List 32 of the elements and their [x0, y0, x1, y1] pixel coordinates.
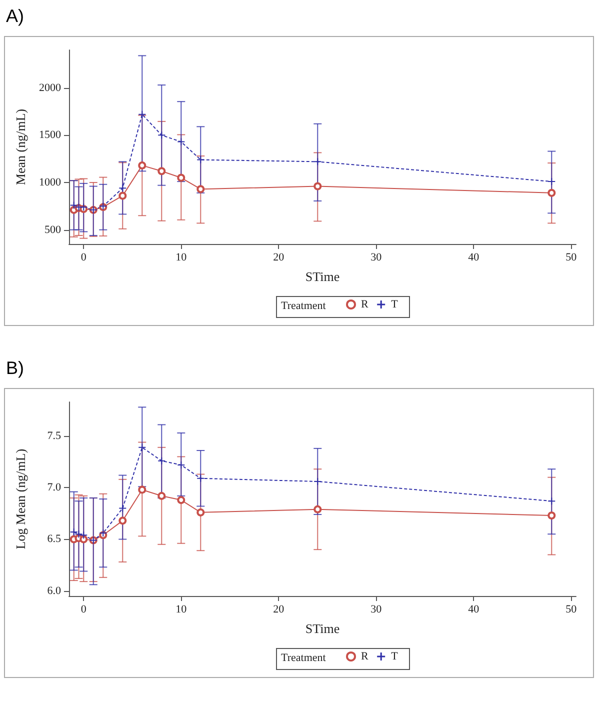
legend-label: T — [390, 298, 398, 310]
x-tick-label: 20 — [272, 251, 284, 263]
y-tick-label: 2000 — [38, 81, 61, 94]
x-tick-label: 10 — [175, 251, 187, 263]
x-tick-label: 10 — [175, 603, 187, 615]
legend-title: Treatment — [281, 300, 326, 312]
x-tick-label: 50 — [565, 603, 577, 615]
y-tick-label: 7.0 — [46, 481, 61, 494]
legend-label: T — [390, 650, 398, 662]
x-tick-label: 40 — [468, 251, 480, 263]
x-axis-title: STime — [304, 268, 340, 284]
y-tick-label: 6.0 — [46, 584, 61, 596]
y-tick-label: 6.5 — [46, 532, 61, 545]
x-tick-label: 30 — [370, 603, 382, 615]
x-axis-title: STime — [304, 620, 340, 636]
y-tick-label: 1000 — [38, 176, 61, 188]
x-tick-label: 50 — [565, 251, 577, 263]
chart-title: B) — [6, 358, 24, 379]
y-tick-label: 7.5 — [46, 430, 61, 442]
y-tick-label: 1500 — [38, 128, 61, 141]
x-tick-label: 0 — [80, 251, 86, 263]
x-tick-label: 40 — [468, 603, 480, 615]
y-axis-title: Log Mean (ng/mL) — [12, 448, 28, 549]
y-tick-label: 500 — [44, 223, 61, 236]
legend-title: Treatment — [281, 652, 326, 664]
chart-title: A) — [6, 6, 24, 27]
legend-label: R — [360, 298, 368, 310]
x-tick-label: 30 — [370, 251, 382, 263]
x-tick-label: 20 — [272, 603, 284, 615]
y-axis-title: Mean (ng/mL) — [12, 108, 28, 185]
legend-label: R — [360, 650, 368, 662]
x-tick-label: 0 — [80, 603, 86, 615]
